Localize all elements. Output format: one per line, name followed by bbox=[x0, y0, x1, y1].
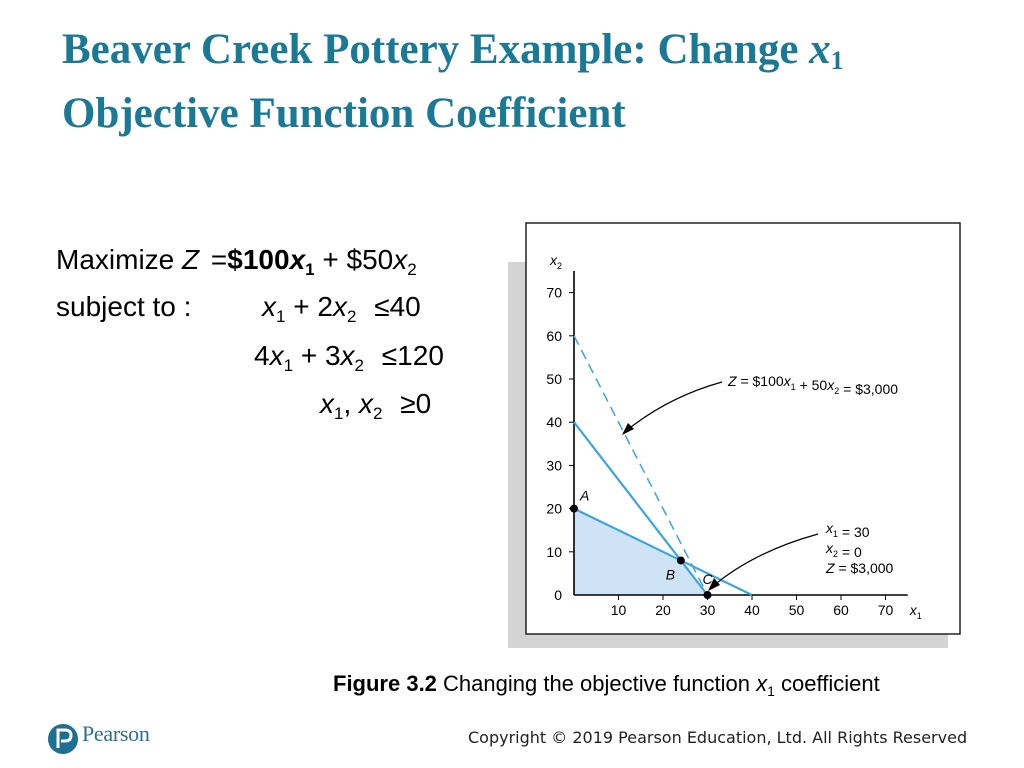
objective-line: Maximize Z =$100x1 + $50x2 bbox=[56, 244, 417, 279]
annotation-x2: x2 = 0 bbox=[825, 540, 862, 560]
point-c bbox=[703, 591, 712, 599]
point-label-c: C bbox=[703, 571, 714, 587]
title-prefix: Beaver Creek Pottery Example: Change bbox=[62, 26, 810, 73]
title-var: x bbox=[809, 26, 831, 73]
y-tick-label: 70 bbox=[546, 285, 562, 301]
feasible-region bbox=[574, 508, 708, 595]
y-tick-label: 20 bbox=[546, 501, 562, 517]
x-tick-label: 50 bbox=[789, 602, 805, 618]
x-tick-label: 30 bbox=[700, 602, 716, 618]
point-b bbox=[676, 556, 685, 565]
subject-to-label: subject to : bbox=[56, 291, 192, 322]
pearson-logo-icon bbox=[48, 724, 78, 754]
arrowhead-point-c bbox=[708, 578, 720, 591]
x-tick-label: 70 bbox=[878, 602, 894, 618]
y-tick-label: 60 bbox=[546, 328, 562, 344]
y-tick-label: 30 bbox=[546, 457, 562, 473]
x-tick-label: 20 bbox=[655, 602, 671, 618]
figure: 10 20 30 40 50 60 70 0 10 20 30 40 50 60 70 x1 x2 A B C Z = … bbox=[508, 222, 962, 650]
title-line2: Objective Function Coefficient bbox=[62, 90, 626, 137]
chart: 10 20 30 40 50 60 70 0 10 20 30 40 50 60 70 x1 x2 A B C Z = … bbox=[508, 222, 961, 648]
annotation-objective: Z = $100x1 + 50x2 = $3,000 bbox=[727, 373, 898, 397]
constraint-1: x1 + 2x2 ≤40 bbox=[262, 291, 421, 326]
pearson-logo: Pearson bbox=[48, 717, 188, 757]
x-axis-label: x1 bbox=[909, 602, 922, 621]
x-tick-label: 40 bbox=[744, 602, 760, 618]
annotation-arrow-point-c bbox=[711, 533, 819, 588]
arrowhead-objective bbox=[622, 423, 634, 435]
annotation-z: Z = $3,000 bbox=[825, 560, 894, 576]
pearson-logo-text: Pearson bbox=[82, 721, 150, 746]
point-a bbox=[570, 504, 578, 513]
slide-title: Beaver Creek Pottery Example: Change x1 O… bbox=[62, 18, 1002, 146]
y-axis-label: x2 bbox=[549, 252, 562, 271]
copyright-notice: Copyright © 2019 Pearson Education, Ltd.… bbox=[468, 728, 968, 747]
figure-caption: Figure 3.2 Changing the objective functi… bbox=[333, 671, 880, 699]
y-tick-label: 40 bbox=[546, 414, 562, 430]
annotation-arrow-objective bbox=[625, 381, 723, 432]
objective-line-dashed bbox=[573, 335, 709, 596]
x-tick-label: 60 bbox=[833, 602, 849, 618]
x-tick-label: 10 bbox=[611, 602, 627, 618]
point-label-b: B bbox=[666, 566, 675, 582]
annotation-x1: x1 = 30 bbox=[825, 520, 870, 540]
y-tick-label: 10 bbox=[546, 544, 562, 560]
title-sub: 1 bbox=[830, 46, 844, 75]
point-label-a: A bbox=[579, 488, 589, 504]
lp-model: Maximize Z =$100x1 + $50x2 subject to : … bbox=[0, 0, 520, 460]
constraint-2: 4x1 + 3x2 ≤120 bbox=[254, 340, 444, 375]
y-tick-label: 0 bbox=[554, 587, 562, 603]
nonnegativity: x1, x2 ≥0 bbox=[320, 388, 432, 423]
y-tick-label: 50 bbox=[546, 371, 562, 387]
